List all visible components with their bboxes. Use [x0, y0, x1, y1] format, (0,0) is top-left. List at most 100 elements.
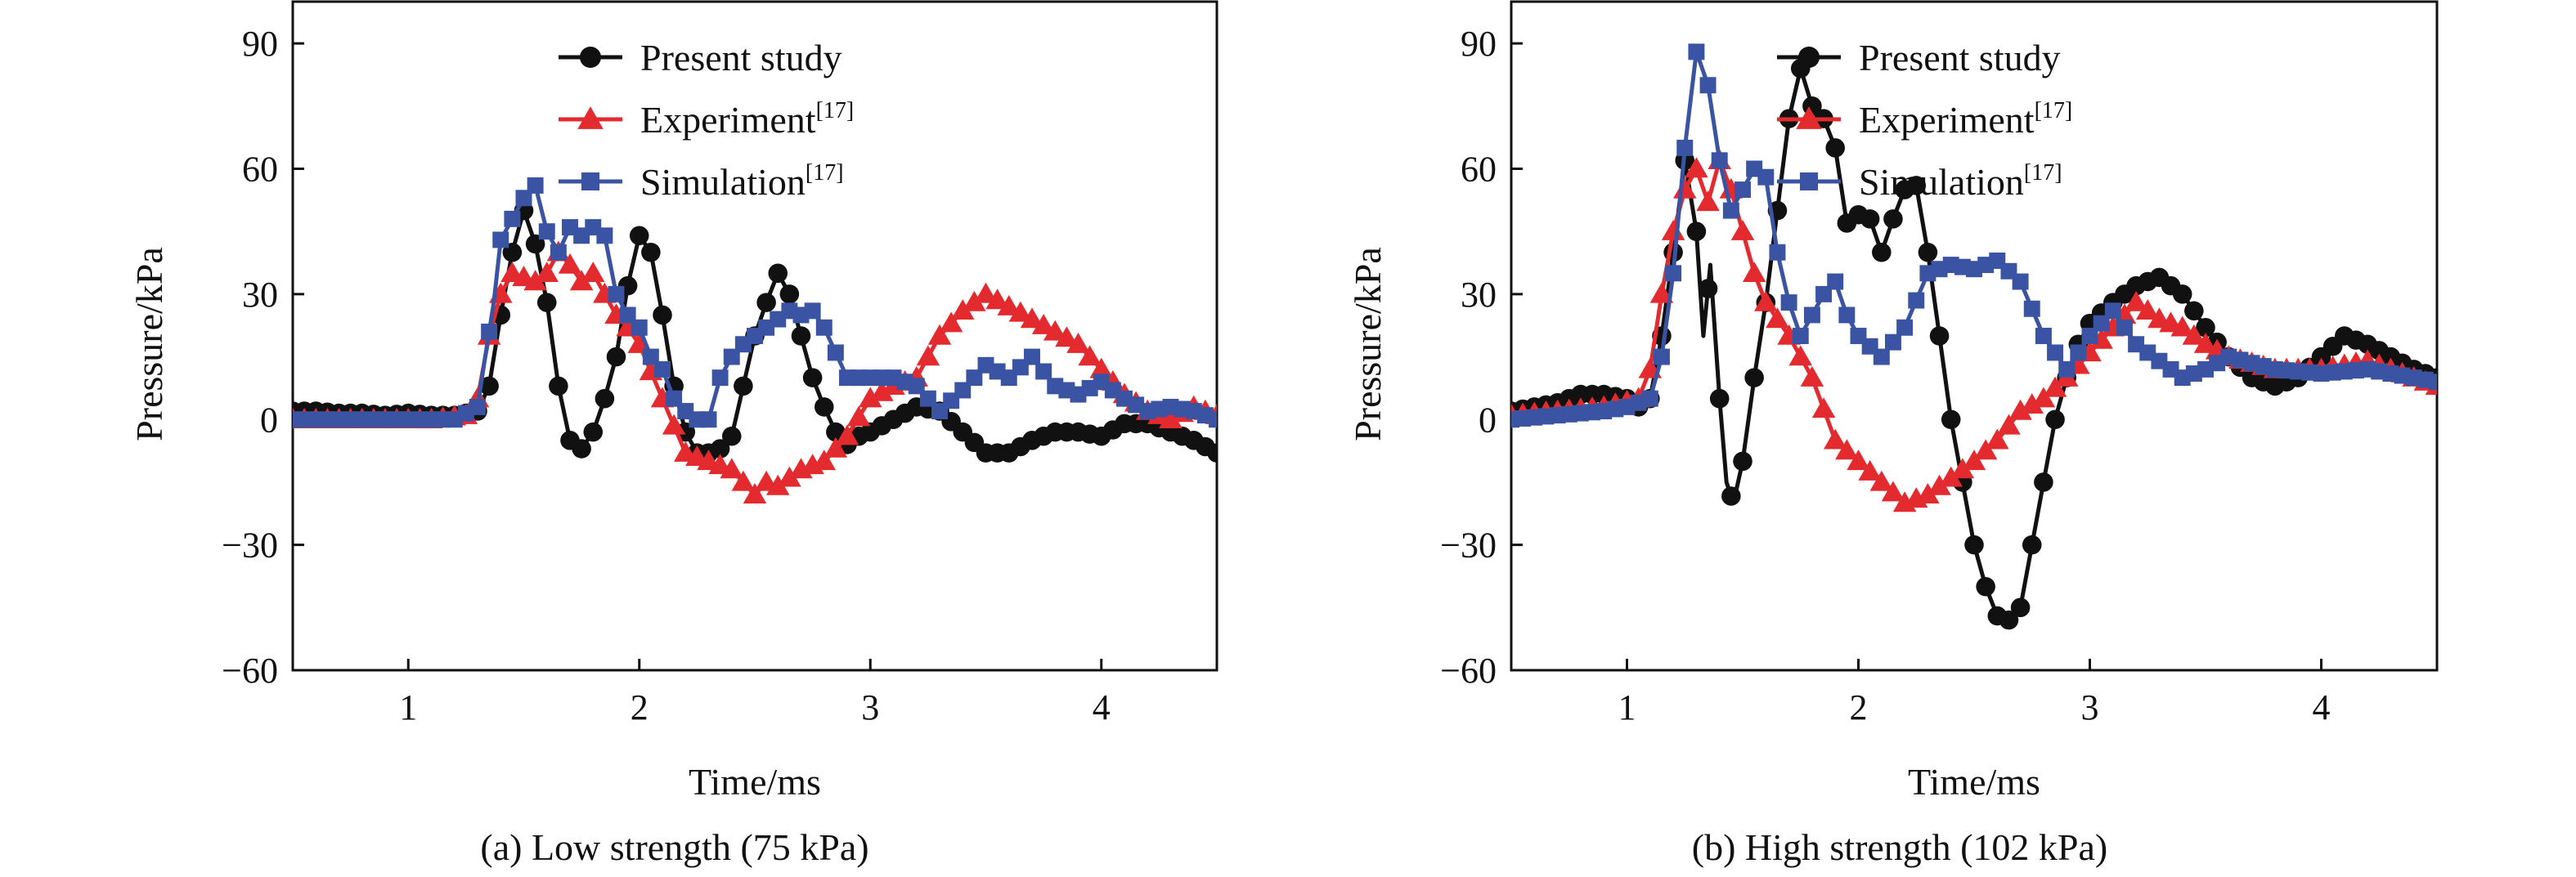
data-point — [1939, 466, 1963, 487]
data-point — [1858, 459, 1882, 481]
plot-frame — [291, 0, 1218, 672]
legend-reference: [17] — [816, 98, 855, 123]
legend-label: Experiment[17] — [640, 98, 854, 141]
data-point — [654, 360, 671, 378]
data-point — [536, 293, 557, 312]
data-point — [916, 345, 940, 366]
legend-item: Simulation[17] — [1777, 160, 2062, 203]
legend: Present study Experiment[17] Simulation[17… — [1777, 37, 2072, 203]
legend-item: Simulation[17] — [559, 160, 844, 203]
data-point — [1008, 301, 1033, 322]
data-point — [1811, 397, 1836, 418]
data-point — [721, 426, 742, 446]
data-point — [1941, 409, 1961, 430]
data-point — [766, 474, 790, 495]
data-point — [1031, 313, 1056, 334]
legend-marker — [579, 46, 602, 69]
data-point — [1838, 307, 1856, 324]
x-tick-label: 4 — [2313, 687, 2331, 727]
legend-marker — [577, 106, 604, 129]
data-point — [1792, 328, 1809, 344]
data-point — [1744, 368, 1764, 387]
legend-marker — [581, 172, 600, 191]
data-point — [1066, 332, 1090, 353]
data-point — [1722, 202, 1739, 219]
data-point — [662, 414, 686, 435]
data-point — [1665, 265, 1682, 282]
data-point — [1873, 348, 1890, 365]
data-point — [653, 305, 672, 325]
data-point — [1815, 285, 1833, 302]
data-point — [2182, 324, 2206, 345]
data-point — [1711, 152, 1728, 169]
data-point — [642, 348, 659, 365]
data-point — [731, 470, 756, 491]
data-point — [1709, 388, 1730, 409]
data-point — [2116, 319, 2133, 336]
data-point — [1962, 450, 1986, 471]
data-point — [1950, 458, 1975, 479]
data-point — [1883, 209, 1903, 229]
y-tick-label: −30 — [1440, 526, 1497, 566]
data-point — [791, 326, 811, 346]
data-point — [479, 376, 499, 396]
data-point — [1089, 357, 1113, 378]
data-point — [1698, 279, 1718, 298]
x-tick-label: 1 — [1618, 687, 1636, 727]
series-simulation — [1511, 43, 2437, 428]
data-point — [581, 262, 605, 282]
data-point — [2136, 299, 2160, 320]
legend-label: Simulation[17] — [1859, 160, 2062, 203]
data-point — [1733, 451, 1752, 472]
data-point — [1055, 326, 1079, 347]
y-tick-label: 30 — [1461, 275, 1497, 315]
data-point — [1024, 348, 1040, 365]
data-point — [1884, 333, 1901, 351]
y-tick-label: 0 — [260, 400, 278, 440]
data-point — [2012, 273, 2029, 290]
data-point — [1735, 181, 1751, 199]
data-point — [1043, 320, 1067, 341]
data-point — [596, 227, 613, 244]
legend-reference: [17] — [2035, 98, 2073, 123]
x-axis-label: Time/ms — [1908, 761, 2040, 803]
data-point — [870, 380, 894, 401]
data-point — [1766, 307, 1789, 329]
data-point — [569, 270, 594, 291]
data-point — [963, 290, 986, 311]
data-point — [1688, 43, 1705, 60]
data-point — [595, 388, 615, 409]
data-point — [2058, 360, 2076, 378]
legend-label: Simulation[17] — [640, 160, 844, 203]
data-point — [734, 376, 753, 396]
data-point — [756, 293, 776, 312]
data-point — [481, 323, 498, 340]
x-axis-label: Time/ms — [689, 761, 821, 803]
y-tick-label: 0 — [1479, 400, 1497, 440]
legend-reference: [17] — [806, 160, 844, 186]
data-point — [939, 311, 963, 333]
data-point — [1754, 290, 1778, 311]
data-point — [2081, 328, 2098, 344]
y-tick-label: 60 — [242, 150, 278, 190]
y-tick-label: 60 — [1461, 150, 1497, 190]
data-point — [641, 242, 661, 262]
data-point — [558, 253, 582, 274]
data-point — [846, 405, 871, 427]
legend-marker — [1799, 172, 1819, 191]
data-point — [966, 369, 983, 387]
data-point — [997, 294, 1021, 315]
data-point — [778, 466, 801, 487]
data-point — [1825, 138, 1845, 158]
data-point — [859, 387, 882, 408]
data-point — [1835, 439, 1859, 460]
data-point — [710, 439, 730, 459]
data-point — [2193, 332, 2218, 353]
data-point — [2196, 317, 2215, 338]
data-point — [1035, 363, 1052, 380]
data-point — [515, 190, 532, 207]
legend: Present study Experiment[17] Simulation[17… — [559, 37, 854, 203]
data-point — [523, 270, 547, 291]
data-point — [1803, 307, 1820, 324]
x-tick-label: 4 — [1093, 687, 1111, 727]
